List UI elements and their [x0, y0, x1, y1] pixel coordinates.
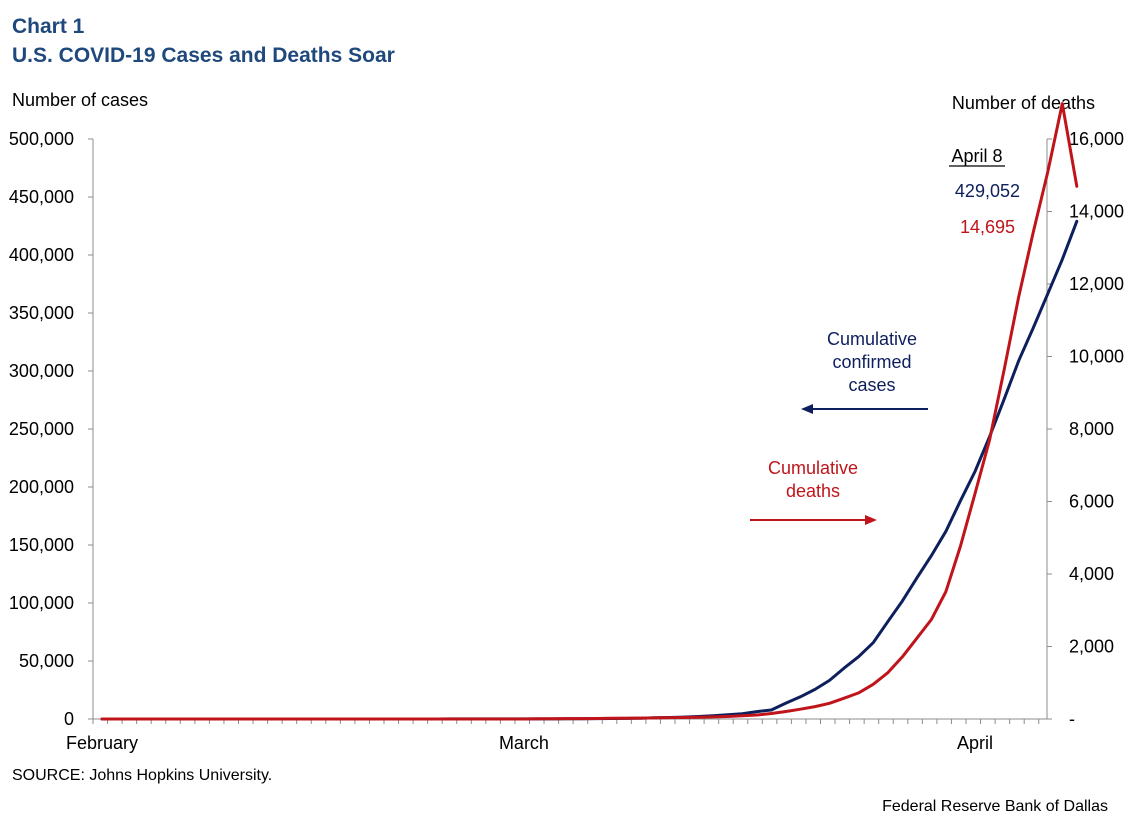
right-tick-label: 16,000 — [1069, 129, 1124, 149]
deaths-label-line-1: Cumulative — [768, 458, 858, 478]
annotation-deaths-value: 14,695 — [960, 217, 1015, 237]
right-tick-label: 2,000 — [1069, 637, 1114, 657]
right-tick-label: 14,000 — [1069, 202, 1124, 222]
deaths-label-line-2: deaths — [786, 481, 840, 501]
left-tick-label: 450,000 — [9, 187, 74, 207]
left-tick-label: 150,000 — [9, 535, 74, 555]
chart-number: Chart 1 — [12, 15, 85, 38]
left-tick-label: 250,000 — [9, 419, 74, 439]
cases-line — [100, 219, 1079, 721]
left-tick-label: 350,000 — [9, 303, 74, 323]
left-tick-label: 200,000 — [9, 477, 74, 497]
right-tick-label: 12,000 — [1069, 274, 1124, 294]
cases-label-line-2: confirmed — [832, 352, 911, 372]
annotation-cases-value: 429,052 — [955, 181, 1020, 201]
deaths-line — [100, 102, 1079, 721]
right-tick-label: 4,000 — [1069, 564, 1114, 584]
x-tick-label: April — [957, 733, 993, 753]
left-axis-ticks: 0 50,000 100,000 150,000 200,000 250,000 300,0… — [9, 129, 93, 729]
right-axis-ticks: - 2,000 4,000 6,000 8,000 10,000 12,000 14,000 1… — [1047, 129, 1124, 729]
series-lines — [100, 102, 1079, 721]
source-note: SOURCE: Johns Hopkins University. — [12, 767, 272, 784]
left-tick-label: 500,000 — [9, 129, 74, 149]
right-tick-label: 8,000 — [1069, 419, 1114, 439]
right-tick-label: - — [1069, 709, 1075, 729]
annotation-date: April 8 — [951, 146, 1002, 166]
chart-title: U.S. COVID-19 Cases and Deaths Soar — [12, 44, 395, 67]
deaths-arrow — [750, 515, 877, 525]
cases-label-line-3: cases — [848, 375, 895, 395]
left-tick-label: 400,000 — [9, 245, 74, 265]
left-tick-label: 100,000 — [9, 593, 74, 613]
x-tick-label: March — [499, 733, 549, 753]
right-tick-label: 10,000 — [1069, 347, 1124, 367]
left-axis-title: Number of cases — [12, 90, 148, 110]
cases-label-line-1: Cumulative — [827, 329, 917, 349]
axes — [92, 139, 1048, 720]
credit-note: Federal Reserve Bank of Dallas — [882, 798, 1108, 815]
right-tick-label: 6,000 — [1069, 492, 1114, 512]
left-tick-label: 50,000 — [19, 651, 74, 671]
x-axis-ticks: February March April — [66, 719, 1040, 753]
x-tick-label: February — [66, 733, 138, 753]
left-tick-label: 300,000 — [9, 361, 74, 381]
left-tick-label: 0 — [64, 709, 74, 729]
right-axis-title: Number of deaths — [952, 93, 1095, 113]
cases-arrow — [801, 404, 928, 414]
